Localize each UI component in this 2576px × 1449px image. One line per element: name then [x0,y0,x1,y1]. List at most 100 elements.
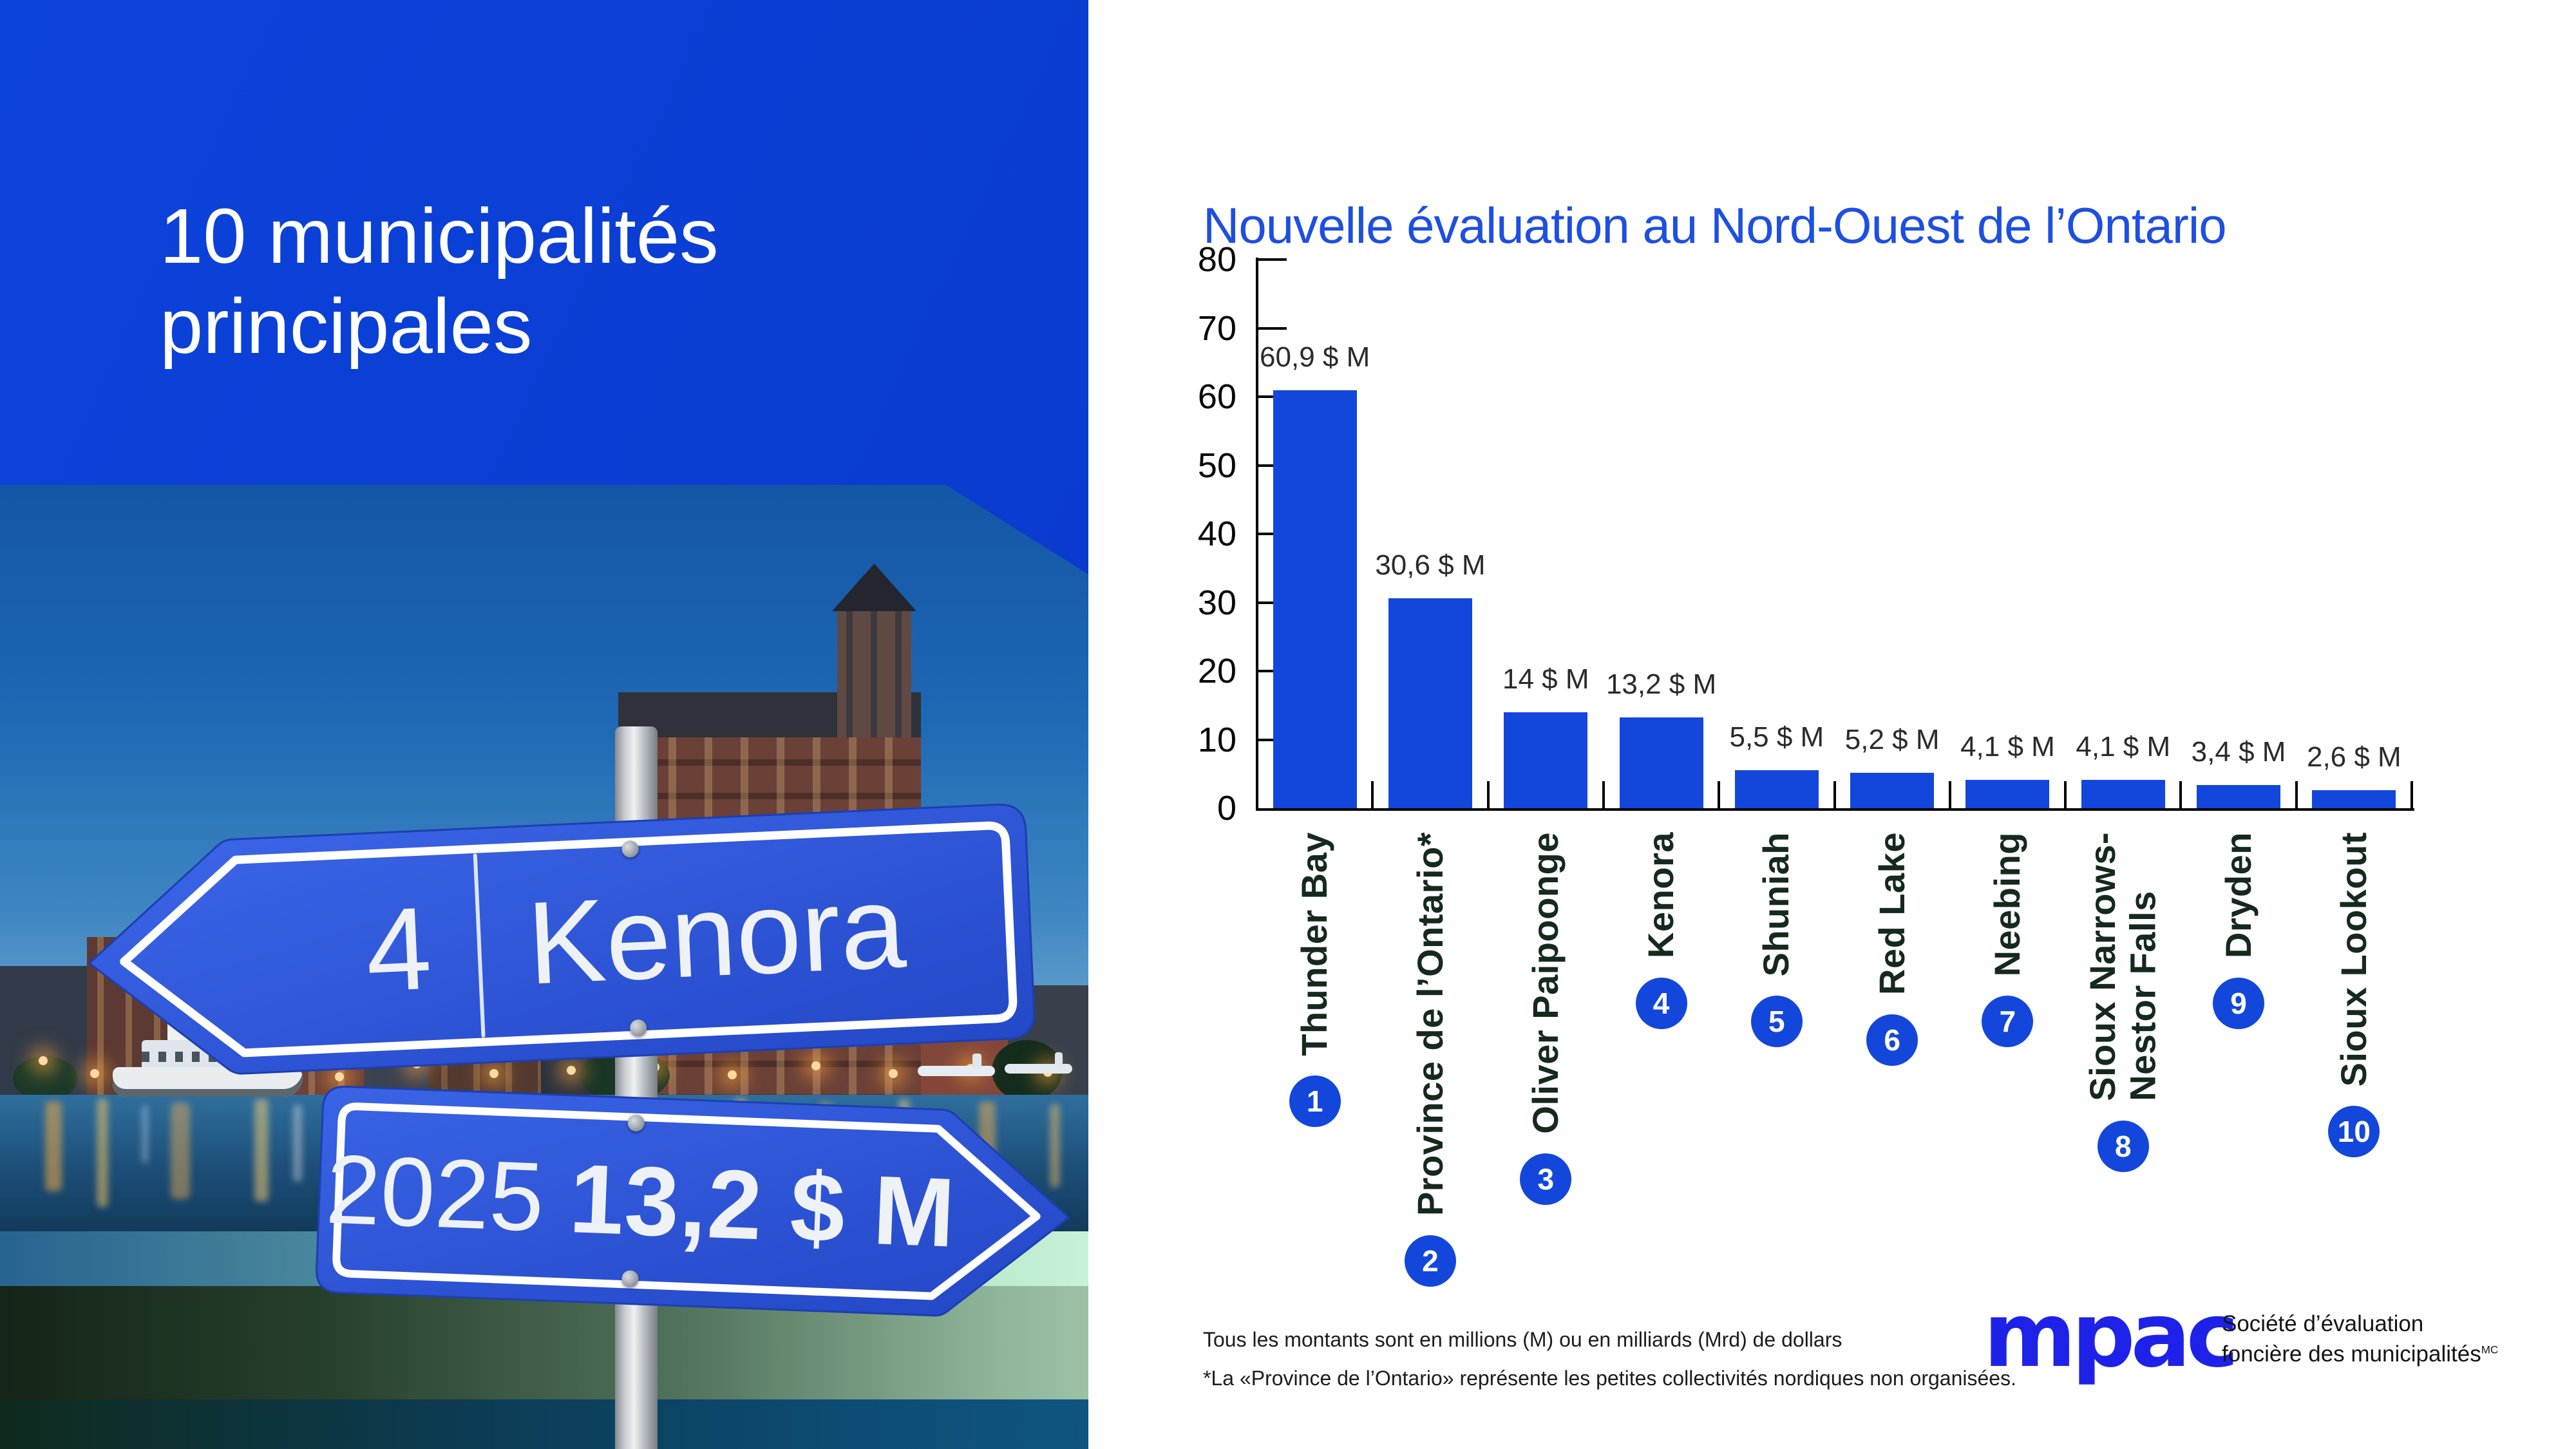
photo-tower [837,609,911,737]
category-label: Shuniah [1756,832,1797,977]
sign-top-name: Kenora [524,860,909,1009]
photo-light [39,1056,48,1065]
x-axis-tick [2295,781,2298,808]
sign-bottom-year: 2025 [324,1133,546,1252]
y-axis-label: 20 [1197,652,1236,690]
bar-10 [2312,790,2396,808]
photo-floatplane [1005,1064,1072,1074]
rank-badge: 1 [1289,1075,1341,1127]
footnote-province: *La «Province de l’Ontario» représente l… [1203,1367,2016,1390]
photo-floatplane [972,1054,981,1069]
y-axis-tick [1258,533,1287,535]
bar-value-label: 60,9 $ M [1260,341,1370,374]
y-axis-tick [1258,670,1287,672]
chart-title: Nouvelle évaluation au Nord-Ouest de l’O… [1203,196,2227,254]
y-axis-label: 60 [1197,377,1236,416]
category-column: Neebing 7 [1950,832,2065,1048]
x-axis-tick [1602,781,1605,808]
y-axis-label: 80 [1197,240,1236,279]
category-column: Red Lake 6 [1835,832,1950,1066]
category-label: Oliver Paipoonge [1524,832,1566,1134]
category-label: Dryden [2217,832,2259,958]
y-axis-tick [1258,601,1287,604]
bar-6 [1850,772,1935,808]
y-axis-line [1256,258,1258,811]
photo-reflection [142,1105,148,1163]
bar-2 [1388,598,1472,808]
x-axis-tick [1371,781,1374,808]
bar-value-label: 4,1 $ M [2076,731,2171,763]
rank-badge: 2 [1404,1235,1456,1287]
bar-4 [1619,717,1703,808]
photo-reflection [45,1101,62,1191]
photo-light [489,1069,498,1078]
sign-bottom-value: 2025 13,2 $ M [299,1072,1080,1334]
category-column: Shuniah 5 [1719,832,1834,1048]
y-axis-tick [1258,327,1287,330]
category-column: Province de l’Ontario* 2 [1372,832,1488,1287]
rank-badge: 3 [1520,1153,1572,1205]
sign-top-kenora: 4 Kenora [77,788,1057,1095]
photo-light [567,1066,576,1075]
sign-bottom-shape [316,1085,1070,1317]
bar-value-label: 2,6 $ M [2306,741,2401,773]
photo-light [90,1069,99,1078]
y-axis-tick [1258,395,1287,398]
header-block [0,0,1088,574]
rank-badge: 6 [1866,1014,1918,1066]
sign-divider [473,853,486,1038]
category-column: Sioux Lookout 10 [2297,832,2412,1158]
bar-1 [1273,390,1357,808]
category-label: Red Lake [1871,832,1912,995]
trademark-mc: MC [2481,1343,2499,1356]
y-axis-label: 10 [1197,720,1236,759]
tagline-line1: Société d’évaluation [2222,1311,2424,1336]
photo-reflection [1050,1104,1060,1188]
photo-reflection [293,1104,302,1182]
sign-bottom-amount: 13,2 $ M [567,1143,958,1268]
x-axis-tick [2410,781,2413,808]
category-column: Kenora 4 [1604,832,1719,1029]
photo-light [811,1061,820,1070]
rank-badge: 10 [2328,1106,2380,1158]
y-axis-label: 30 [1197,583,1236,622]
mpac-logo: mpac [1984,1283,2239,1387]
y-axis-label: 40 [1197,515,1236,553]
y-axis-label: 0 [1217,789,1236,828]
x-axis-tick [2064,781,2067,808]
footnote-units: Tous les montants sont en millions (M) o… [1203,1328,1842,1351]
left-panel: 10 municipalités principales 4 Kenora [0,0,1088,1449]
bar-value-label: 3,4 $ M [2191,735,2286,768]
bar-value-label: 5,2 $ M [1844,723,1940,755]
bar-value-label: 4,1 $ M [1960,731,2055,763]
bar-5 [1734,770,1819,808]
brand-tagline: Société d’évaluation foncière des munici… [2222,1309,2498,1370]
x-axis-line [1256,808,2414,811]
x-axis-tick [1718,781,1721,808]
bar-9 [2197,784,2281,808]
photo-reflection [254,1099,269,1202]
rank-badge: 8 [2097,1120,2149,1172]
photo-light [728,1070,737,1079]
category-column: Thunder Bay 1 [1257,832,1372,1127]
category-column: Dryden 9 [2181,832,2296,1029]
category-label: Thunder Bay [1294,832,1335,1056]
y-axis-label: 70 [1197,308,1236,348]
rank-badge: 4 [1635,977,1687,1029]
rank-badge: 7 [1982,996,2034,1048]
y-axis-label: 50 [1197,446,1236,485]
category-label: Neebing [1987,832,2028,977]
bar-value-label: 30,6 $ M [1375,549,1486,582]
photo-light [335,1072,344,1081]
page-title: 10 municipalités principales [160,192,719,370]
bar-value-label: 13,2 $ M [1605,668,1717,701]
tagline-line2: foncière des municipalités [2222,1341,2481,1367]
category-column: Oliver Paipoonge 3 [1488,832,1604,1205]
x-axis-tick [1486,781,1490,808]
x-axis-tick [1833,781,1836,808]
sign-top-rank: 4 [363,882,435,1017]
category-label: Sioux Narrows- Nestor Falls [2082,832,2163,1101]
x-axis-tick [1948,781,1951,808]
rank-badge: 9 [2213,977,2265,1029]
